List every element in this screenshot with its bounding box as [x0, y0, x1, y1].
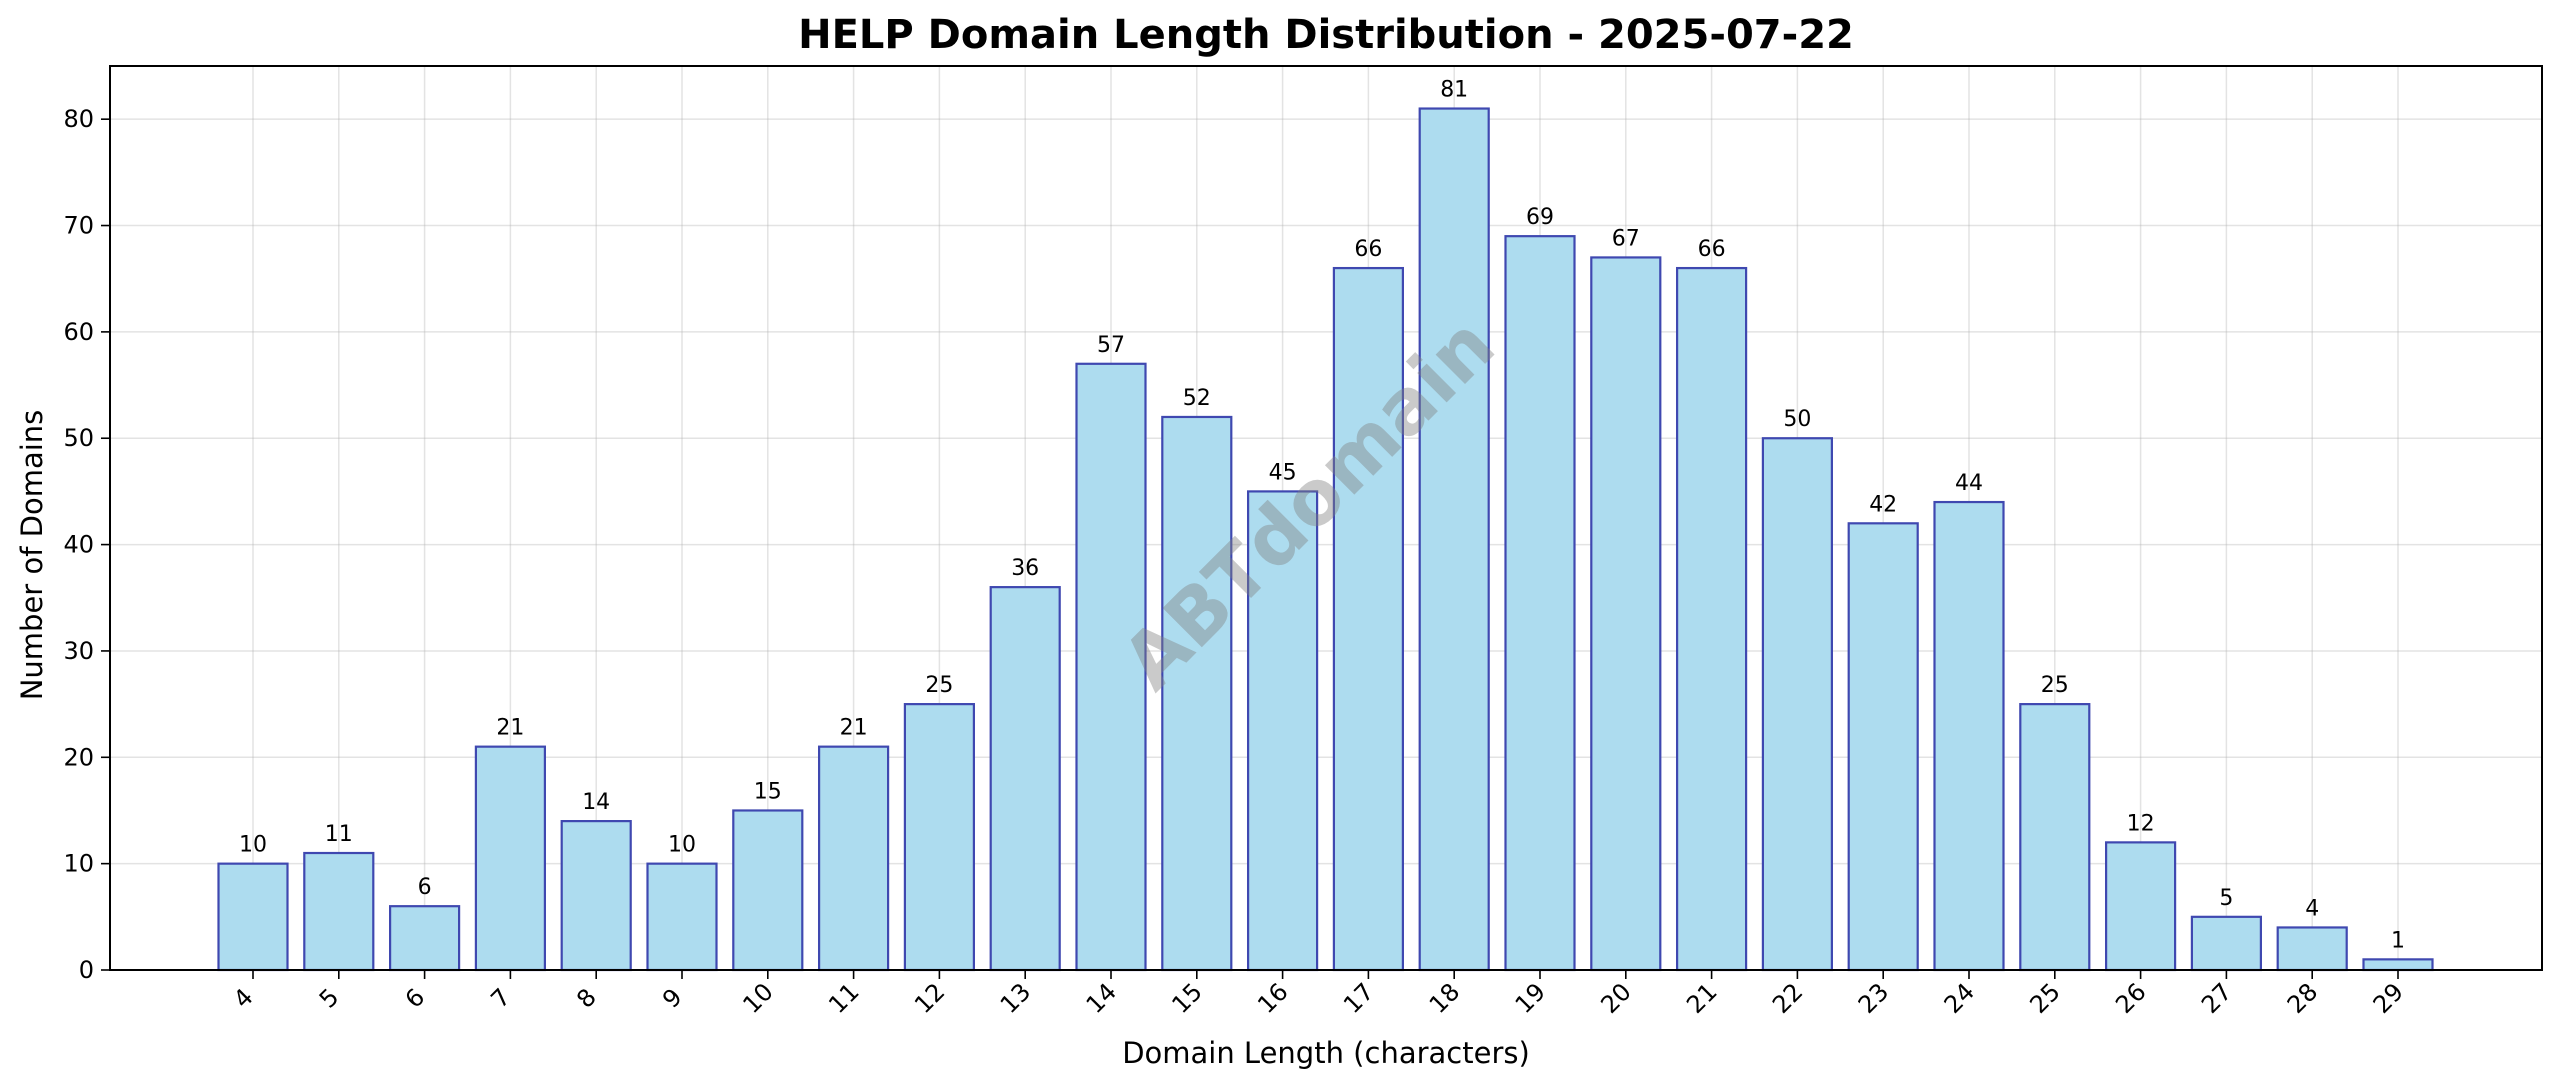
bar — [1246, 490, 1319, 972]
bar — [217, 862, 289, 972]
bar — [1418, 107, 1490, 972]
bar — [1933, 500, 2005, 972]
data-label: 21 — [840, 716, 868, 741]
bar — [1504, 235, 1576, 972]
data-label: 66 — [1698, 237, 1726, 262]
data-label: 12 — [2127, 811, 2155, 836]
bar — [903, 703, 976, 972]
chart-title: HELP Domain Length Distribution - 2025-0… — [798, 12, 1854, 58]
data-label: 10 — [668, 833, 696, 858]
data-label: 4 — [2305, 896, 2319, 921]
data-label: 6 — [418, 875, 432, 900]
data-label: 42 — [1869, 492, 1897, 517]
bar — [2019, 703, 2091, 972]
data-label: 67 — [1612, 226, 1640, 251]
y-tick-label: 20 — [63, 743, 94, 771]
data-label: 52 — [1183, 386, 1211, 411]
bars — [217, 107, 2434, 972]
bar — [732, 809, 804, 972]
y-tick-label: 30 — [63, 637, 94, 665]
data-label: 11 — [325, 822, 353, 847]
y-tick-label: 50 — [63, 424, 94, 452]
bar — [474, 745, 546, 972]
bar — [560, 820, 632, 972]
bar — [1161, 415, 1233, 972]
bar — [1761, 437, 1834, 972]
y-tick-label: 70 — [63, 212, 94, 240]
bar — [2362, 958, 2434, 972]
x-axis-label: Domain Length (characters) — [1122, 1036, 1530, 1070]
bar — [2105, 841, 2177, 972]
bar — [817, 745, 890, 972]
data-label: 15 — [754, 779, 782, 804]
data-label: 69 — [1526, 205, 1554, 230]
bar — [389, 905, 461, 972]
plot-frame — [109, 65, 2543, 971]
bar — [303, 851, 375, 972]
data-label: 36 — [1011, 556, 1039, 581]
y-tick-label: 10 — [63, 850, 94, 878]
bar — [2276, 926, 2348, 972]
bar — [989, 586, 1061, 972]
data-label: 5 — [2219, 886, 2233, 911]
bar — [1590, 256, 1662, 972]
data-label: 66 — [1354, 237, 1382, 262]
data-label: 57 — [1097, 333, 1125, 358]
data-label: 10 — [239, 833, 267, 858]
bar — [1332, 266, 1405, 972]
data-label: 50 — [1783, 407, 1811, 432]
bar — [1847, 522, 1919, 972]
bar — [646, 862, 718, 972]
y-axis: 0 10 20 30 40 50 60 70 80 — [63, 105, 110, 984]
bar — [1075, 362, 1147, 972]
data-label: 44 — [1955, 471, 1983, 496]
bar — [2190, 915, 2262, 972]
data-label: 14 — [582, 790, 610, 815]
data-label: 25 — [2041, 673, 2069, 698]
y-tick-label: 80 — [63, 105, 94, 133]
data-label: 81 — [1440, 78, 1468, 103]
data-label: 25 — [925, 673, 953, 698]
y-tick-label: 60 — [63, 318, 94, 346]
bar — [1675, 266, 1748, 972]
y-tick-label: 0 — [79, 956, 94, 984]
data-label: 45 — [1269, 460, 1297, 485]
data-label: 1 — [2391, 928, 2405, 953]
y-axis-label: Number of Domains — [15, 410, 49, 701]
data-label: 21 — [496, 716, 524, 741]
y-tick-label: 40 — [63, 531, 94, 559]
